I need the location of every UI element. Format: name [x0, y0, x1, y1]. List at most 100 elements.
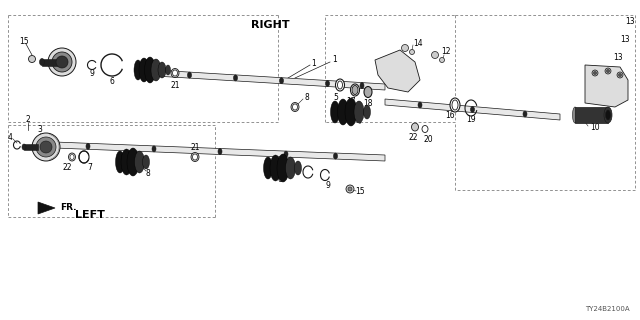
Text: 17: 17 [346, 98, 356, 107]
Ellipse shape [127, 148, 139, 176]
Circle shape [346, 185, 354, 193]
Ellipse shape [158, 62, 166, 78]
Text: LEFT: LEFT [75, 210, 105, 220]
Text: 13: 13 [613, 53, 623, 62]
Text: 5: 5 [333, 93, 339, 102]
Text: 10: 10 [590, 124, 600, 132]
Text: 4: 4 [8, 132, 12, 141]
Polygon shape [585, 65, 628, 107]
Ellipse shape [450, 98, 460, 112]
Ellipse shape [151, 59, 161, 81]
Polygon shape [38, 202, 55, 214]
Ellipse shape [22, 144, 26, 150]
Text: 1: 1 [312, 59, 316, 68]
FancyBboxPatch shape [42, 59, 60, 66]
Text: 13: 13 [620, 36, 630, 44]
Circle shape [410, 50, 415, 54]
Text: 19: 19 [466, 116, 476, 124]
Ellipse shape [145, 57, 156, 83]
Ellipse shape [152, 146, 156, 152]
Ellipse shape [48, 48, 76, 76]
Ellipse shape [173, 70, 177, 76]
Text: 1: 1 [333, 55, 337, 65]
Ellipse shape [292, 104, 298, 110]
Ellipse shape [523, 111, 527, 117]
Ellipse shape [284, 151, 288, 157]
Ellipse shape [337, 99, 349, 125]
Text: RIGHT: RIGHT [251, 20, 289, 30]
Text: 21: 21 [190, 142, 200, 151]
Ellipse shape [36, 137, 56, 157]
Circle shape [440, 58, 445, 62]
Circle shape [593, 71, 596, 75]
Text: 22: 22 [408, 132, 418, 141]
Ellipse shape [139, 58, 149, 82]
Ellipse shape [335, 79, 344, 91]
Polygon shape [55, 142, 385, 161]
Ellipse shape [188, 72, 191, 78]
Circle shape [605, 68, 611, 74]
Text: 7: 7 [88, 163, 92, 172]
Ellipse shape [422, 125, 428, 132]
Ellipse shape [330, 101, 339, 123]
Ellipse shape [171, 68, 179, 77]
Text: TY24B2100A: TY24B2100A [586, 306, 630, 312]
Ellipse shape [40, 59, 45, 66]
Ellipse shape [79, 151, 89, 163]
Ellipse shape [191, 153, 199, 162]
Text: 8: 8 [305, 92, 309, 101]
Ellipse shape [134, 60, 142, 80]
Text: 14: 14 [413, 38, 423, 47]
Ellipse shape [280, 78, 284, 84]
Ellipse shape [68, 153, 76, 161]
Ellipse shape [345, 98, 357, 126]
Text: 13: 13 [625, 18, 635, 27]
Circle shape [618, 74, 621, 76]
Ellipse shape [40, 141, 52, 153]
Ellipse shape [364, 105, 371, 119]
Ellipse shape [70, 155, 74, 159]
Polygon shape [385, 99, 560, 120]
Polygon shape [375, 50, 420, 92]
Text: 3: 3 [38, 125, 42, 134]
Ellipse shape [270, 155, 281, 181]
Circle shape [592, 70, 598, 76]
Text: 9: 9 [90, 69, 95, 78]
Ellipse shape [337, 81, 342, 89]
Text: 18: 18 [364, 100, 372, 108]
Ellipse shape [56, 56, 68, 68]
Ellipse shape [234, 75, 237, 81]
Text: 6: 6 [278, 175, 282, 185]
Ellipse shape [294, 161, 301, 175]
Text: 8: 8 [146, 169, 150, 178]
Circle shape [401, 44, 408, 52]
Ellipse shape [264, 157, 273, 179]
Ellipse shape [351, 84, 360, 96]
Text: 16: 16 [445, 111, 455, 121]
Ellipse shape [604, 107, 612, 123]
Ellipse shape [452, 100, 458, 110]
Ellipse shape [333, 153, 337, 159]
Ellipse shape [360, 83, 364, 89]
Ellipse shape [573, 107, 577, 123]
Ellipse shape [605, 110, 611, 120]
Ellipse shape [86, 143, 90, 149]
Polygon shape [24, 144, 38, 150]
Polygon shape [155, 70, 385, 90]
Ellipse shape [352, 85, 358, 94]
Ellipse shape [470, 107, 474, 113]
Ellipse shape [115, 151, 125, 173]
Text: 22: 22 [62, 163, 72, 172]
Circle shape [607, 69, 609, 73]
Text: 6: 6 [109, 76, 115, 85]
Text: 7: 7 [358, 117, 362, 126]
Circle shape [348, 187, 352, 191]
Ellipse shape [166, 65, 170, 75]
Circle shape [431, 52, 438, 59]
Ellipse shape [218, 148, 222, 155]
Text: 15: 15 [355, 188, 365, 196]
Text: 12: 12 [441, 47, 451, 57]
Ellipse shape [134, 151, 145, 173]
Ellipse shape [32, 133, 60, 161]
Ellipse shape [326, 81, 330, 86]
